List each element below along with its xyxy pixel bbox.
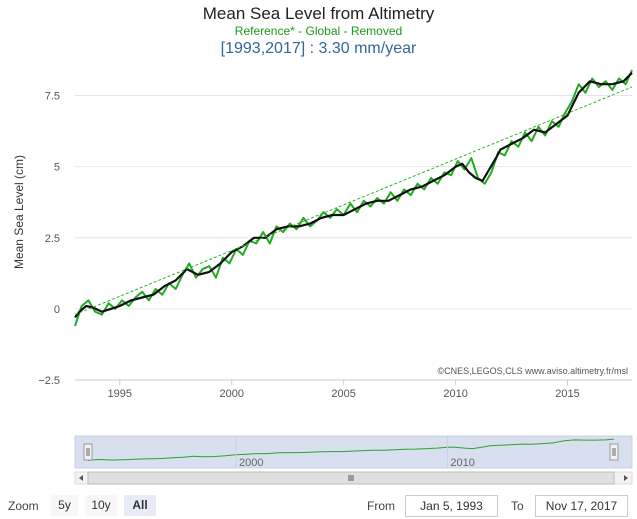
y-tick-label: 7.5 [45,91,60,103]
chart-subtitle: Reference* - Global - Removed [234,24,403,38]
y-tick-label: 5 [54,162,60,174]
x-tick-label: 2005 [331,388,355,400]
zoom-all-button[interactable]: All [124,495,156,516]
zoom-5y-button[interactable]: 5y [51,495,78,516]
x-tick-label: 2010 [443,388,467,400]
navigator-selection [74,435,633,469]
series-layer [74,69,633,327]
y-tick-label: −2.5 [38,375,60,387]
zoom-label: Zoom [8,499,39,513]
navigator-series-line [87,438,615,461]
chart-title: Mean Sea Level from Altimetry [202,4,435,23]
navigator-year-label: 2010 [450,457,474,469]
grid-layer [75,95,632,381]
scroll-left-arrow-icon[interactable] [79,475,83,481]
tick-layer: −2.5 0 2.5 5 7.5 1995 2000 2005 2010 2015 [38,91,579,400]
credit-text: ©CNES,LEGOS,CLS www.aviso.altimetry.fr/m… [437,366,628,376]
y-tick-label: 2.5 [45,233,60,245]
raw-series-line [74,69,633,327]
to-label: To [511,499,524,513]
navigator-handle[interactable] [609,443,619,461]
x-tick-label: 2015 [555,388,579,400]
scroll-right-arrow-icon[interactable] [624,475,628,481]
zoom-10y-button[interactable]: 10y [85,495,117,516]
navigator-year-label: 2000 [239,457,263,469]
y-tick-label: 0 [54,304,60,316]
trend-rate-text: [1993,2017] : 3.30 mm/year [220,40,417,57]
smoothed-series-line [74,72,633,319]
from-date-input[interactable] [405,495,498,517]
to-date-input[interactable] [535,495,628,517]
navigator-handle[interactable] [83,443,93,461]
trend-line [74,86,633,316]
from-label: From [367,499,395,513]
x-tick-label: 2000 [219,388,243,400]
navigator[interactable]: 2000 2010 [74,435,633,485]
x-tick-label: 1995 [108,388,132,400]
y-axis-label: Mean Sea Level (cm) [12,154,26,270]
